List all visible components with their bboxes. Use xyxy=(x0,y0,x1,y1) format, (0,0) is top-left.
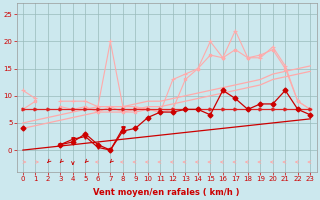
X-axis label: Vent moyen/en rafales ( km/h ): Vent moyen/en rafales ( km/h ) xyxy=(93,188,240,197)
